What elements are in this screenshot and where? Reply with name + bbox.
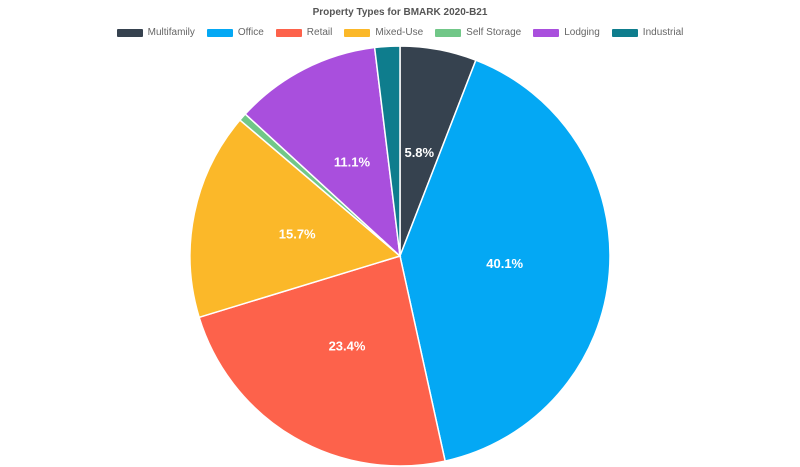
slice-label: 23.4% — [329, 339, 366, 354]
legend-label: Self Storage — [466, 27, 522, 38]
chart-title: Property Types for BMARK 2020-B21 — [312, 7, 488, 18]
legend-swatch — [344, 28, 371, 37]
legend-label: Multifamily — [147, 27, 195, 38]
pie-slice-mixed-use[interactable] — [189, 118, 402, 319]
legend-item-industrial[interactable]: Industrial — [611, 27, 684, 38]
legend-item-self-storage[interactable]: Self Storage — [435, 27, 521, 38]
legend-swatch — [611, 28, 638, 37]
pie-slice-retail[interactable] — [198, 255, 447, 467]
legend-item-retail[interactable]: Retail — [275, 27, 333, 38]
legend-swatch — [435, 28, 462, 37]
slice-label: 15.7% — [279, 227, 316, 242]
chart-legend: Multifamily Office Retail Mixed-Use Self Sto… — [0, 27, 800, 38]
legend-label: Lodging — [564, 27, 600, 38]
legend-item-lodging[interactable]: Lodging — [533, 27, 600, 38]
legend-swatch — [275, 28, 302, 37]
legend-label: Industrial — [642, 27, 684, 38]
legend-item-mixed-use[interactable]: Mixed-Use — [344, 27, 423, 38]
legend-swatch — [533, 28, 560, 37]
legend-label: Mixed-Use — [375, 27, 424, 38]
legend-label: Office — [237, 27, 264, 38]
legend-item-multifamily[interactable]: Multifamily — [116, 27, 195, 38]
pie-slice-office[interactable] — [399, 59, 611, 462]
legend-item-office[interactable]: Office — [206, 27, 264, 38]
slice-label: 11.1% — [334, 155, 371, 170]
legend-swatch — [206, 28, 233, 37]
slice-label: 40.1% — [486, 256, 523, 271]
legend-label: Retail — [306, 27, 333, 38]
pie-slice-lodging[interactable] — [244, 46, 401, 258]
slice-label: 5.8% — [404, 145, 434, 160]
pie-slice-industrial[interactable] — [373, 45, 401, 257]
legend-swatch — [116, 28, 143, 37]
